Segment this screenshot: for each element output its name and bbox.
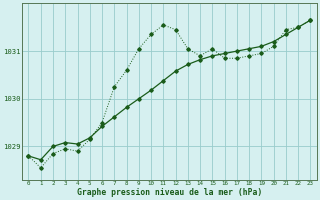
X-axis label: Graphe pression niveau de la mer (hPa): Graphe pression niveau de la mer (hPa) [77, 188, 262, 197]
